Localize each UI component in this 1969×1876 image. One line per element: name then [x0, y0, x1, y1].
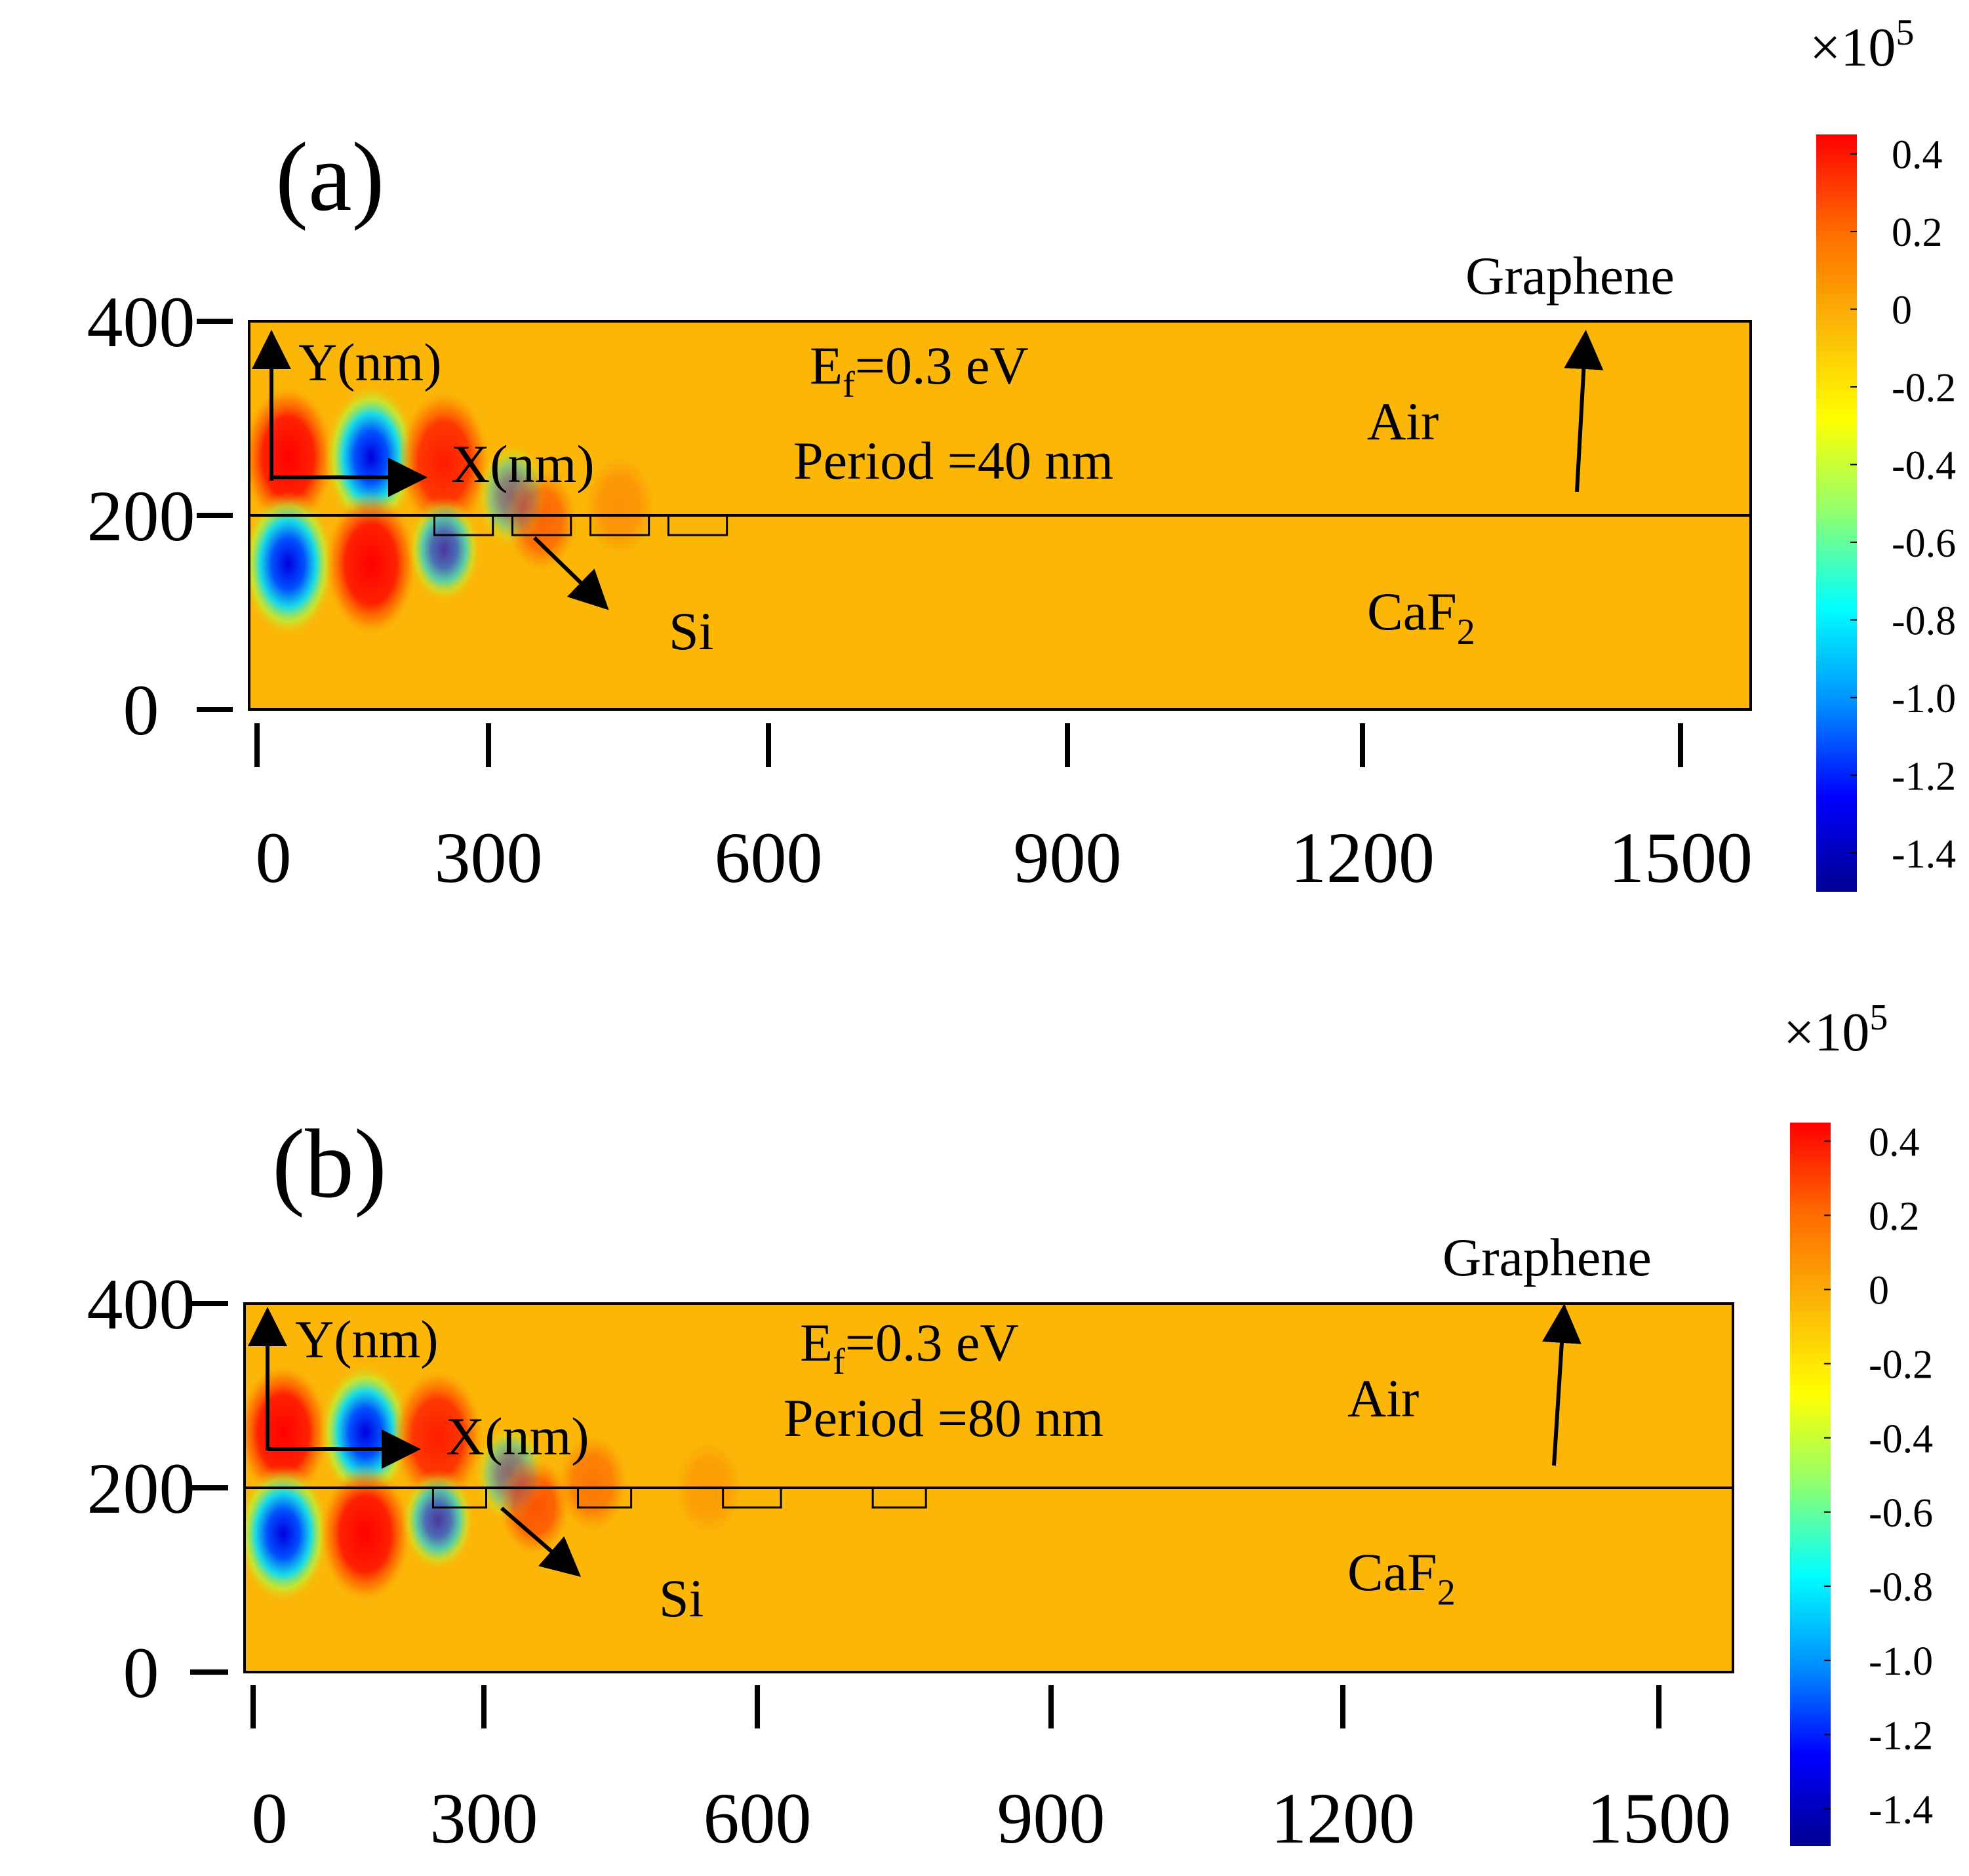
field-lobe [504, 467, 579, 574]
colorbar-tick-label: 0.2 [1869, 1194, 1920, 1239]
colorbar-tick-label: -0.8 [1892, 599, 1956, 643]
y-axis-label: Y(nm) [298, 332, 442, 392]
field-lobe [401, 1469, 475, 1571]
y-axis: 400 200 0 [87, 282, 233, 750]
x-axis-label: X(nm) [446, 1407, 589, 1466]
si-arrow [532, 536, 609, 610]
x-tick-label: 300 [430, 1778, 538, 1858]
field-lobe [397, 389, 491, 535]
x-axis: 0 300 600 900 1200 1500 [250, 1685, 1731, 1858]
period-label: Period =80 nm [784, 1388, 1104, 1448]
x-tick-label: 900 [1014, 818, 1122, 898]
field-lobe [498, 1455, 572, 1557]
field-lobe [324, 491, 418, 637]
fermi-energy-label: Ef=0.3 eV [810, 336, 1029, 405]
x-tick-label: 600 [715, 818, 823, 898]
y-tick-label: 200 [87, 1448, 195, 1528]
si-block [667, 514, 728, 536]
x-tick-label: 1200 [1271, 1778, 1415, 1858]
colorbar-scale [1816, 134, 1857, 892]
x-axis-label: X(nm) [451, 434, 595, 494]
field-lobe [582, 452, 657, 559]
field-lobes [245, 1363, 746, 1603]
colorbar-tick-label: -0.2 [1869, 1343, 1933, 1387]
colorbar-tick-label: -1.0 [1869, 1639, 1933, 1684]
graphene-label: Graphene [1465, 246, 1675, 306]
y-tick-label: 0 [123, 670, 159, 750]
colorbar-tick-label: 0.4 [1869, 1120, 1920, 1165]
colorbar-tick-label: -1.4 [1892, 832, 1956, 877]
x-tick-label: 1200 [1290, 818, 1435, 898]
colorbar-tick-label: -1.2 [1869, 1713, 1933, 1758]
substrate-label: CaF2 [1367, 582, 1475, 652]
panel-label: (b) [272, 1109, 387, 1218]
colorbar-tick-label: 0.4 [1892, 133, 1943, 178]
y-axis-label: Y(nm) [295, 1309, 439, 1369]
field-lobes [249, 384, 657, 637]
x-tick-label: 1500 [1587, 1778, 1731, 1858]
y-tick-label: 400 [87, 1264, 195, 1344]
colorbar-tick-label: -0.8 [1869, 1565, 1933, 1610]
panel-a: (a) 400 200 0 0 300 600 900 1200 1500 Y(nm) X(n… [87, 12, 1957, 898]
x-tick-label: 1500 [1608, 818, 1753, 898]
colorbar-tick-label: -0.6 [1869, 1491, 1933, 1536]
si-label: Si [669, 601, 713, 661]
x-tick-label: 300 [435, 818, 543, 898]
graphene-label: Graphene [1442, 1227, 1652, 1287]
x-tick-label: 0 [252, 1778, 288, 1858]
y-tick-label: 400 [87, 282, 195, 362]
colorbar-tick-label: -1.0 [1892, 677, 1956, 721]
field-lobe [555, 1432, 629, 1534]
y-axis: 400 200 0 [87, 1264, 228, 1713]
si-block [589, 514, 650, 536]
graphene-arrow [1542, 1304, 1581, 1466]
field-lobe [391, 1368, 485, 1507]
x-axis: 0 300 600 900 1200 1500 [254, 723, 1753, 898]
si-block [577, 1487, 633, 1509]
graphene-arrow [1564, 330, 1604, 492]
colorbar-tick-label: -0.4 [1869, 1417, 1933, 1462]
si-block [431, 1487, 488, 1509]
colorbar-tick-label: -0.2 [1892, 366, 1956, 410]
si-block [871, 1487, 927, 1509]
field-lobe [245, 1464, 330, 1603]
si-block [722, 1487, 782, 1509]
si-grating [431, 1487, 927, 1509]
air-label: Air [1347, 1368, 1419, 1428]
si-label: Si [659, 1568, 704, 1628]
colorbar-multiplier: ×105 [1810, 12, 1914, 78]
y-tick-label: 0 [123, 1633, 159, 1713]
colorbar: 0.4 0.2 0 -0.2 -0.4 -0.6 -0.8 -1.0 -1.2 -1.4 ×105 [1810, 12, 1956, 892]
field-lobe [319, 1464, 412, 1603]
si-grating [433, 514, 728, 536]
colorbar-tick-label: -0.4 [1892, 443, 1956, 488]
period-label: Period =40 nm [793, 431, 1113, 490]
colorbar-tick-label: 0.2 [1892, 210, 1943, 255]
y-tick-label: 200 [87, 476, 195, 556]
x-tick-label: 0 [256, 818, 292, 898]
x-tick-label: 900 [997, 1778, 1105, 1858]
colorbar-tick-label: 0 [1869, 1269, 1889, 1313]
si-block [433, 514, 494, 536]
fermi-energy-label: Ef=0.3 eV [800, 1313, 1019, 1382]
panel-label: (a) [275, 123, 384, 231]
substrate-label: CaF2 [1347, 1542, 1456, 1613]
colorbar-tick-label: -1.4 [1869, 1787, 1933, 1832]
si-arrow [500, 1506, 582, 1577]
si-block [511, 514, 572, 536]
colorbar-scale [1790, 1123, 1831, 1846]
air-label: Air [1367, 391, 1439, 451]
field-lobe [407, 496, 481, 603]
colorbar-tick-label: -0.6 [1892, 521, 1956, 566]
colorbar-multiplier: ×105 [1783, 997, 1888, 1063]
panel-b: (b) 400 200 0 0 300 600 900 1200 1500 Y(nm) X(n… [87, 997, 1934, 1858]
field-lobe [249, 491, 335, 637]
x-tick-label: 600 [704, 1778, 812, 1858]
colorbar-tick-label: -1.2 [1892, 754, 1956, 799]
colorbar-tick-label: 0 [1892, 289, 1912, 333]
colorbar: 0.4 0.2 0 -0.2 -0.4 -0.6 -0.8 -1.0 -1.2 -1.4 ×105 [1783, 997, 1933, 1846]
